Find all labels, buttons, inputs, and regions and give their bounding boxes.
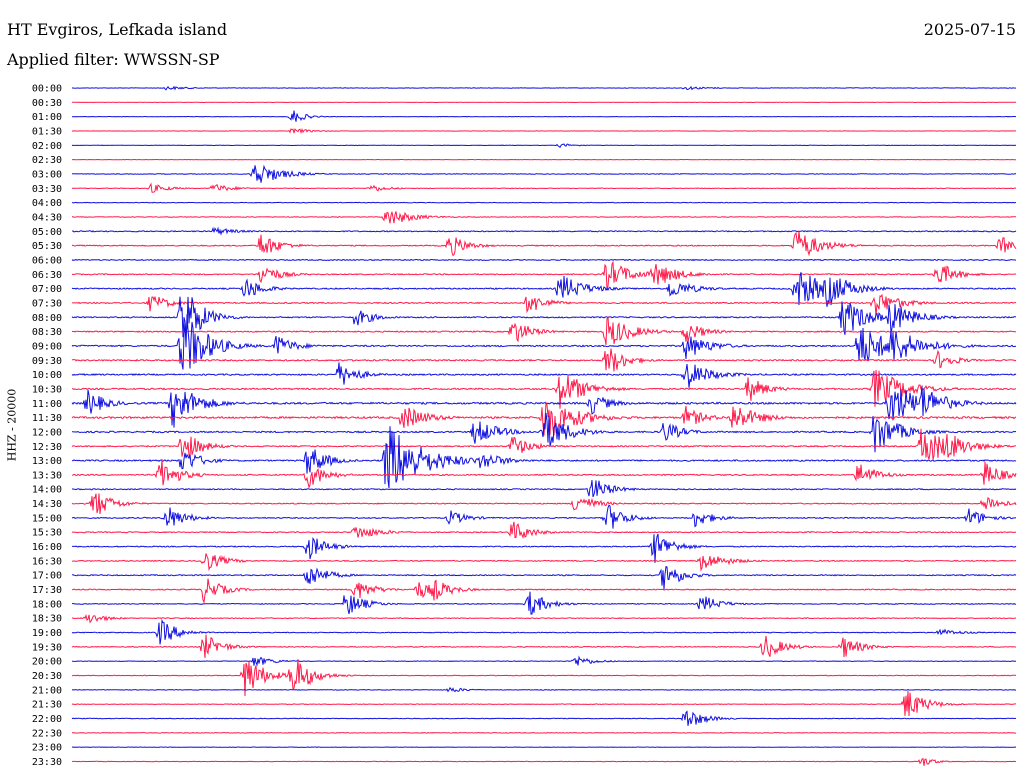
trace-row bbox=[72, 316, 1016, 345]
trace-row bbox=[71, 757, 1016, 766]
time-tick-label: 14:30 bbox=[32, 499, 62, 510]
trace-row bbox=[71, 565, 1017, 590]
time-tick-label: 16:30 bbox=[32, 556, 62, 567]
trace-row bbox=[71, 690, 1016, 717]
station-title: HT Evgiros, Lefkada island bbox=[7, 20, 228, 39]
trace-row bbox=[71, 230, 1017, 257]
time-tick-label: 23:30 bbox=[32, 757, 62, 768]
trace-row bbox=[71, 618, 1017, 645]
trace-row bbox=[71, 110, 1016, 122]
time-tick-label: 05:30 bbox=[32, 241, 62, 252]
time-tick-label: 04:30 bbox=[32, 212, 62, 223]
trace-row bbox=[72, 533, 1017, 563]
trace-row bbox=[71, 634, 1017, 659]
trace-row bbox=[71, 296, 1017, 338]
trace-row bbox=[71, 504, 1017, 529]
trace-row bbox=[71, 226, 1017, 236]
time-tick-label: 22:30 bbox=[32, 728, 62, 739]
trace-row bbox=[71, 710, 1017, 726]
trace-row bbox=[71, 578, 1017, 604]
time-tick-label: 10:30 bbox=[32, 384, 62, 395]
trace-row bbox=[71, 428, 1017, 460]
time-tick-label: 21:00 bbox=[32, 685, 62, 696]
time-tick-label: 00:00 bbox=[32, 84, 62, 95]
trace-row bbox=[71, 362, 1017, 388]
trace-row bbox=[71, 591, 1017, 615]
time-tick-label: 17:00 bbox=[32, 571, 62, 582]
trace-row bbox=[71, 260, 1017, 291]
time-tick-label: 20:30 bbox=[32, 671, 62, 682]
trace-row bbox=[71, 459, 1017, 489]
time-tick-label: 16:00 bbox=[32, 542, 62, 553]
date-label: 2025-07-15 bbox=[923, 20, 1016, 39]
time-tick-label: 15:00 bbox=[32, 513, 62, 524]
time-tick-label: 18:00 bbox=[32, 599, 62, 610]
time-tick-label: 17:30 bbox=[32, 585, 62, 596]
trace-row bbox=[71, 258, 1017, 262]
trace-row bbox=[71, 164, 1017, 183]
trace-row bbox=[71, 613, 1016, 624]
time-tick-label: 02:30 bbox=[32, 155, 62, 166]
time-tick-label: 11:30 bbox=[32, 413, 62, 424]
time-tick-label: 19:00 bbox=[32, 628, 62, 639]
time-tick-label: 07:30 bbox=[32, 298, 62, 309]
trace-row bbox=[71, 655, 1017, 667]
trace-row bbox=[71, 85, 1017, 91]
filter-label: Applied filter: WWSSN-SP bbox=[7, 50, 220, 69]
time-tick-label: 06:30 bbox=[32, 270, 62, 281]
time-tick-label: 10:00 bbox=[32, 370, 62, 381]
trace-row bbox=[71, 348, 1017, 372]
time-tick-label: 00:30 bbox=[32, 98, 62, 109]
time-tick-label: 19:30 bbox=[32, 642, 62, 653]
time-tick-label: 06:00 bbox=[32, 255, 62, 266]
time-tick-label: 22:00 bbox=[32, 714, 62, 725]
time-tick-label: 03:30 bbox=[32, 184, 62, 195]
time-tick-label: 18:30 bbox=[32, 614, 62, 625]
trace-row bbox=[71, 182, 1017, 193]
time-tick-label: 12:30 bbox=[32, 442, 62, 453]
time-tick-label: 21:30 bbox=[32, 700, 62, 711]
time-tick-label: 12:00 bbox=[32, 427, 62, 438]
time-tick-label: 04:00 bbox=[32, 198, 62, 209]
time-tick-label: 14:00 bbox=[32, 485, 62, 496]
trace-row bbox=[71, 480, 1017, 498]
time-tick-label: 07:00 bbox=[32, 284, 62, 295]
trace-row bbox=[71, 143, 1017, 149]
time-tick-label: 03:00 bbox=[32, 169, 62, 180]
time-tick-label: 15:30 bbox=[32, 528, 62, 539]
time-tick-label: 02:00 bbox=[32, 141, 62, 152]
time-tick-label: 20:00 bbox=[32, 657, 62, 668]
trace-row bbox=[71, 272, 1017, 307]
trace-row bbox=[71, 553, 1017, 572]
trace-row bbox=[71, 385, 1017, 428]
time-tick-label: 01:30 bbox=[32, 126, 62, 137]
trace-row bbox=[71, 293, 1017, 316]
trace-row bbox=[71, 732, 1016, 734]
trace-row bbox=[71, 426, 1017, 489]
seismogram-traces bbox=[71, 85, 1017, 766]
trace-row bbox=[71, 128, 1017, 134]
trace-row bbox=[71, 493, 1017, 515]
trace-row bbox=[71, 659, 1017, 697]
time-tick-label: 09:00 bbox=[32, 341, 62, 352]
time-tick-label: 11:00 bbox=[32, 399, 62, 410]
trace-row bbox=[71, 211, 1017, 224]
time-tick-label: 13:00 bbox=[32, 456, 62, 467]
trace-row bbox=[71, 201, 1017, 204]
time-tick-label: 23:00 bbox=[32, 743, 62, 754]
trace-row bbox=[72, 412, 1017, 453]
time-tick-label: 01:00 bbox=[32, 112, 62, 123]
trace-row bbox=[71, 686, 1016, 693]
trace-row bbox=[71, 314, 1017, 370]
time-tick-label: 05:00 bbox=[32, 227, 62, 238]
time-tick-label: 09:30 bbox=[32, 356, 62, 367]
trace-row bbox=[71, 521, 1017, 540]
time-tick-label: 08:30 bbox=[32, 327, 62, 338]
trace-row bbox=[71, 370, 1017, 409]
time-tick-label: 13:30 bbox=[32, 470, 62, 481]
trace-row bbox=[71, 400, 1017, 436]
time-tick-labels: 00:00 00:30 01:00 01:30 02:00 02:30 03:00 03:30… bbox=[32, 84, 62, 769]
time-tick-label: 08:00 bbox=[32, 313, 62, 324]
